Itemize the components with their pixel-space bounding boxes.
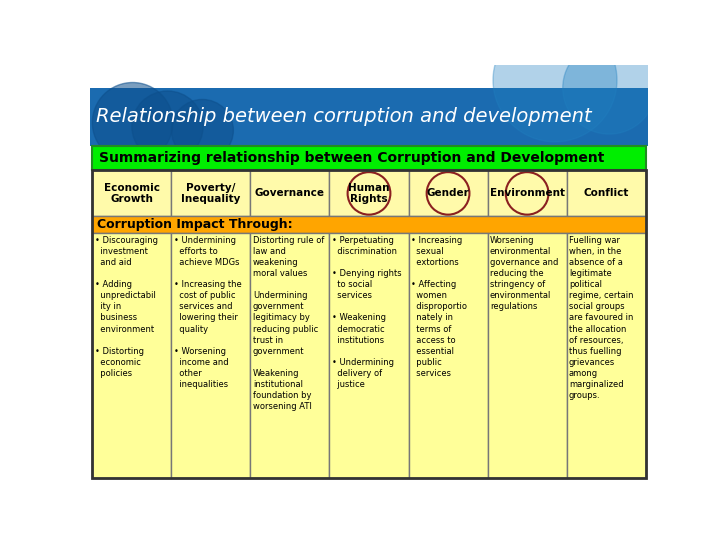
FancyBboxPatch shape <box>330 233 408 478</box>
FancyBboxPatch shape <box>92 146 646 170</box>
Circle shape <box>171 99 233 161</box>
Circle shape <box>92 83 173 163</box>
Text: Conflict: Conflict <box>583 188 629 198</box>
Text: • Increasing
  sexual
  extortions

• Affecting
  women
  disproportio
  nately : • Increasing sexual extortions • Affecti… <box>411 236 467 378</box>
Text: Worsening
environmental
governance and
reducing the
stringency of
environmental
: Worsening environmental governance and r… <box>490 236 558 312</box>
Text: Governance: Governance <box>255 188 325 198</box>
Text: • Discouraging
  investment
  and aid

• Adding
  unpredictabil
  ity in
  busin: • Discouraging investment and aid • Addi… <box>94 236 158 378</box>
Circle shape <box>563 42 656 134</box>
Text: • Undermining
  efforts to
  achieve MDGs

• Increasing the
  cost of public
  s: • Undermining efforts to achieve MDGs • … <box>174 236 241 389</box>
FancyBboxPatch shape <box>171 170 251 217</box>
Text: Distorting rule of
law and
weakening
moral values

Undermining
government
legiti: Distorting rule of law and weakening mor… <box>253 236 324 411</box>
FancyBboxPatch shape <box>487 170 567 217</box>
Circle shape <box>132 91 203 162</box>
Text: Fuelling war
when, in the
absence of a
legitimate
political
regime, certain
soci: Fuelling war when, in the absence of a l… <box>569 236 634 400</box>
Text: Summarizing relationship between Corruption and Development: Summarizing relationship between Corrupt… <box>99 151 604 165</box>
FancyBboxPatch shape <box>408 170 487 217</box>
Text: Economic
Growth: Economic Growth <box>104 183 160 204</box>
Text: • Perpetuating
  discrimination

• Denying rights
  to social
  services

• Weak: • Perpetuating discrimination • Denying … <box>332 236 402 389</box>
FancyBboxPatch shape <box>90 88 648 146</box>
Text: Poverty/
Inequality: Poverty/ Inequality <box>181 183 240 204</box>
FancyBboxPatch shape <box>487 233 567 478</box>
Circle shape <box>493 18 617 142</box>
FancyBboxPatch shape <box>251 233 330 478</box>
Text: Gender: Gender <box>427 188 469 198</box>
Text: Corruption Impact Through:: Corruption Impact Through: <box>97 219 292 232</box>
Text: Human
Rights: Human Rights <box>348 183 390 204</box>
Text: Environment: Environment <box>490 188 564 198</box>
FancyBboxPatch shape <box>171 233 251 478</box>
FancyBboxPatch shape <box>251 170 330 217</box>
FancyBboxPatch shape <box>92 233 171 478</box>
FancyBboxPatch shape <box>92 217 646 233</box>
FancyBboxPatch shape <box>567 170 646 217</box>
FancyBboxPatch shape <box>408 233 487 478</box>
FancyBboxPatch shape <box>92 170 171 217</box>
FancyBboxPatch shape <box>567 233 646 478</box>
Text: Relationship between corruption and development: Relationship between corruption and deve… <box>96 107 592 126</box>
FancyBboxPatch shape <box>330 170 408 217</box>
